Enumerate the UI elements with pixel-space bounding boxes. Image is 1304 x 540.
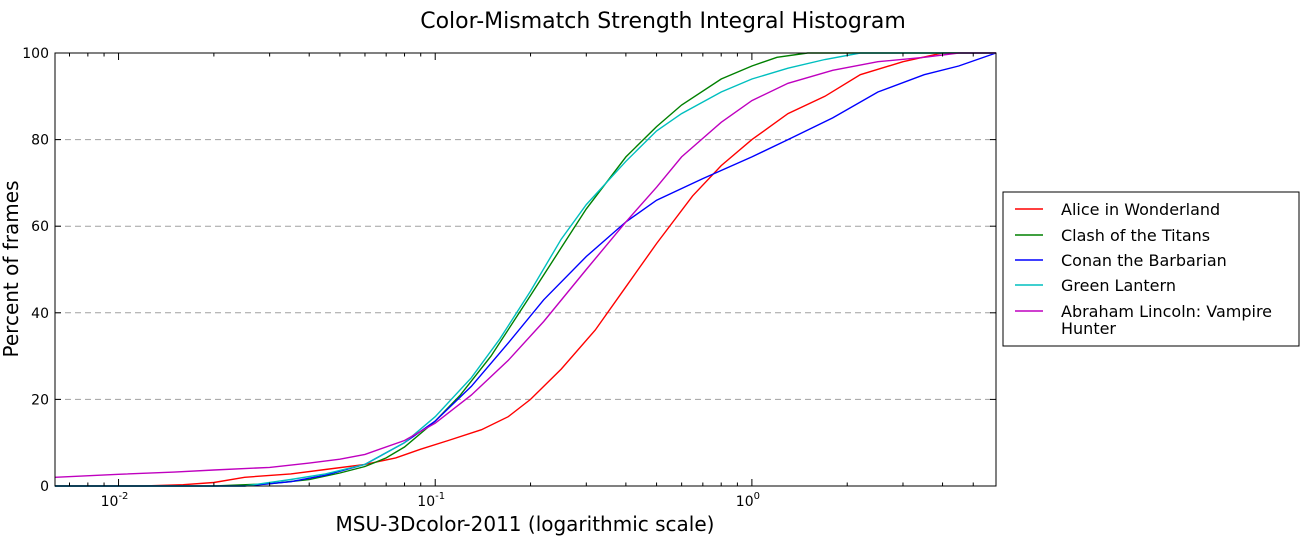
y-tick-label: 40 bbox=[31, 306, 49, 322]
x-tick-base: 10 bbox=[736, 494, 754, 510]
x-tick-exponent: -1 bbox=[435, 491, 445, 502]
legend: Alice in Wonderland Clash of the Titans Co… bbox=[1002, 191, 1300, 347]
series-group bbox=[54, 52, 997, 487]
gridlines bbox=[55, 139, 996, 400]
legend-label-4: Abraham Lincoln: Vampire Hunter bbox=[1061, 302, 1272, 338]
x-tick-exponent: 0 bbox=[754, 491, 760, 502]
x-tick-label: 100 bbox=[736, 491, 760, 510]
y-tick-label: 20 bbox=[31, 392, 49, 408]
y-tick-label: 0 bbox=[40, 479, 49, 495]
series-line-3 bbox=[55, 52, 996, 487]
x-tick-base: 10 bbox=[417, 494, 435, 510]
series-line-2 bbox=[55, 52, 997, 487]
y-tick-label: 60 bbox=[31, 219, 49, 235]
legend-label-2: Conan the Barbarian bbox=[1061, 251, 1227, 270]
series-line-4 bbox=[54, 52, 996, 478]
chart-title: Color-Mismatch Strength Integral Histogr… bbox=[420, 9, 906, 34]
series-line-0 bbox=[55, 52, 996, 487]
legend-label-1: Clash of the Titans bbox=[1061, 226, 1210, 245]
legend-label-0: Alice in Wonderland bbox=[1061, 200, 1220, 219]
y-tick-label: 100 bbox=[22, 46, 49, 62]
x-tick-label: 10-1 bbox=[417, 491, 445, 510]
legend-box bbox=[1002, 191, 1300, 347]
y-tick-label: 80 bbox=[31, 133, 49, 149]
y-axis-label: Percent of frames bbox=[0, 181, 23, 358]
series-line-1 bbox=[55, 52, 996, 487]
x-tick-base: 10 bbox=[101, 494, 119, 510]
plot-frame bbox=[54, 52, 997, 487]
x-axis-label: MSU-3Dcolor-2011 (logarithmic scale) bbox=[336, 512, 715, 536]
x-tick-label: 10-2 bbox=[101, 491, 129, 510]
x-tick-exponent: -2 bbox=[118, 491, 128, 502]
legend-label-3: Green Lantern bbox=[1061, 276, 1176, 295]
